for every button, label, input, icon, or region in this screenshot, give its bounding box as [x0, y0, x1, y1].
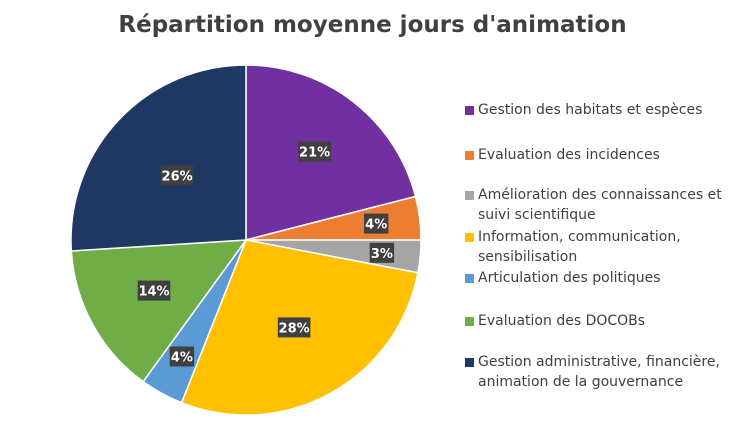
legend-swatch — [465, 106, 474, 115]
legend-label: Information, communication, sensibilisat… — [478, 229, 681, 265]
data-label-box — [137, 280, 171, 301]
legend-swatch — [465, 358, 474, 367]
data-label-connaissances: 3% — [369, 242, 395, 263]
legend-swatch — [465, 233, 474, 242]
data-label-habitats: 21% — [298, 141, 331, 162]
data-label-text: 21% — [299, 146, 330, 161]
data-label-box — [160, 165, 194, 186]
data-label-text: 4% — [365, 218, 387, 233]
legend-item-incidences: Evaluation des incidences — [465, 145, 740, 165]
data-label-text: 14% — [138, 285, 169, 300]
data-label-incidences: 4% — [364, 213, 389, 234]
legend-label: Gestion administrative, financière, anim… — [478, 354, 720, 390]
pie-slice-administrative — [70, 64, 247, 252]
data-label-information: 28% — [277, 317, 311, 338]
pie-data-labels: 21% 4% 3% 28% 4% 14% 26% — [137, 141, 395, 367]
legend-swatch — [465, 274, 474, 283]
chart-title: Répartition moyenne jours d'animation — [118, 12, 627, 38]
legend-label: Evaluation des incidences — [478, 147, 660, 163]
data-label-text: 4% — [171, 351, 193, 366]
data-label-text: 28% — [279, 321, 310, 336]
legend-item-habitats: Gestion des habitats et espèces — [465, 100, 740, 120]
legend-swatch — [465, 191, 474, 200]
data-label-box — [369, 242, 395, 263]
pie-slices — [70, 64, 422, 416]
legend-item-administrative: Gestion administrative, financière, anim… — [465, 352, 740, 392]
legend-swatch — [465, 151, 474, 160]
legend-label: Evaluation des DOCOBs — [478, 313, 646, 329]
legend-item-politiques: Articulation des politiques — [465, 268, 740, 288]
legend-label: Gestion des habitats et espèces — [478, 102, 703, 118]
legend-swatch — [465, 317, 474, 326]
legend-item-docobs: Evaluation des DOCOBs — [465, 311, 740, 331]
pie-slice-docobs — [70, 239, 248, 383]
data-label-box — [277, 317, 311, 338]
data-label-box — [298, 141, 331, 162]
legend-item-connaissances: Amélioration des connaissances et suivi … — [465, 185, 740, 225]
data-label-box — [169, 346, 195, 367]
data-label-box — [364, 213, 389, 234]
data-label-text: 3% — [371, 247, 393, 262]
legend-item-information: Information, communication, sensibilisat… — [465, 227, 740, 267]
data-label-docobs: 14% — [137, 280, 171, 301]
data-label-text: 26% — [162, 169, 193, 184]
legend-label: Amélioration des connaissances et suivi … — [478, 187, 722, 223]
data-label-administrative: 26% — [160, 165, 194, 186]
legend-label: Articulation des politiques — [478, 270, 661, 286]
data-label-politiques: 4% — [169, 346, 195, 367]
